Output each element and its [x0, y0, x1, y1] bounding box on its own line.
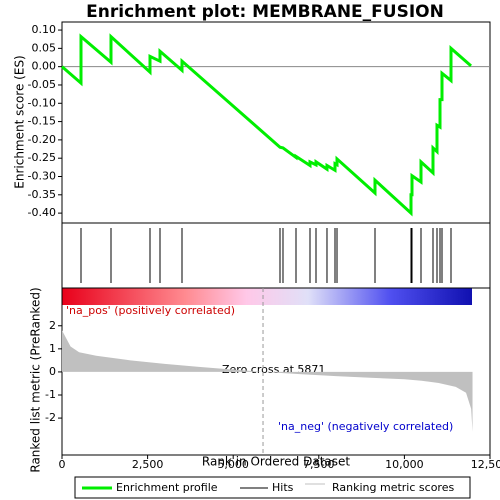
x-tick-label: 2,500	[132, 458, 164, 471]
y-tick-label: -2	[45, 411, 56, 424]
annotation: 'na_neg' (negatively correlated)	[278, 420, 453, 433]
x-tick-label: 12,500	[471, 458, 500, 471]
y-tick-label: 2	[49, 319, 56, 332]
y-tick-label: -1	[45, 388, 56, 401]
x-tick-label: 7,500	[303, 458, 335, 471]
y-tick-label: 0	[49, 365, 56, 378]
y-axis-label: Ranked list metric (PreRanked)	[29, 287, 43, 472]
y-tick-label: -0.35	[28, 188, 56, 201]
x-tick-label: 10,000	[385, 458, 424, 471]
y-axis-label: Enrichment score (ES)	[13, 55, 27, 188]
legend-label: Enrichment profile	[116, 481, 218, 494]
hits-frame	[61, 222, 491, 289]
y-tick-label: -0.20	[28, 133, 56, 146]
y-tick-label: 0.00	[32, 60, 57, 73]
y-tick-label: 0.05	[32, 41, 57, 54]
y-tick-label: -0.05	[28, 78, 56, 91]
legend-label: Hits	[272, 481, 294, 494]
metric-area	[62, 330, 473, 432]
x-tick-label: 0	[59, 458, 66, 471]
y-tick-label: -0.15	[28, 115, 56, 128]
y-tick-label: -0.30	[28, 170, 56, 183]
y-tick-label: -0.25	[28, 151, 56, 164]
y-tick-label: 1	[49, 342, 56, 355]
x-tick-label: 5,000	[217, 458, 249, 471]
legend	[74, 476, 471, 499]
x-axis-label: Rank in Ordered Dataset	[202, 455, 350, 469]
annotation: 'na_pos' (positively correlated)	[66, 304, 235, 317]
legend-label: Ranking metric scores	[332, 481, 454, 494]
y-tick-label: -0.40	[28, 206, 56, 219]
y-tick-label: 0.10	[32, 23, 57, 36]
color-bar	[62, 288, 472, 305]
chart-title: Enrichment plot: MEMBRANE_FUSION	[86, 2, 444, 22]
y-tick-label: -0.10	[28, 96, 56, 109]
es-line	[61, 33, 472, 217]
